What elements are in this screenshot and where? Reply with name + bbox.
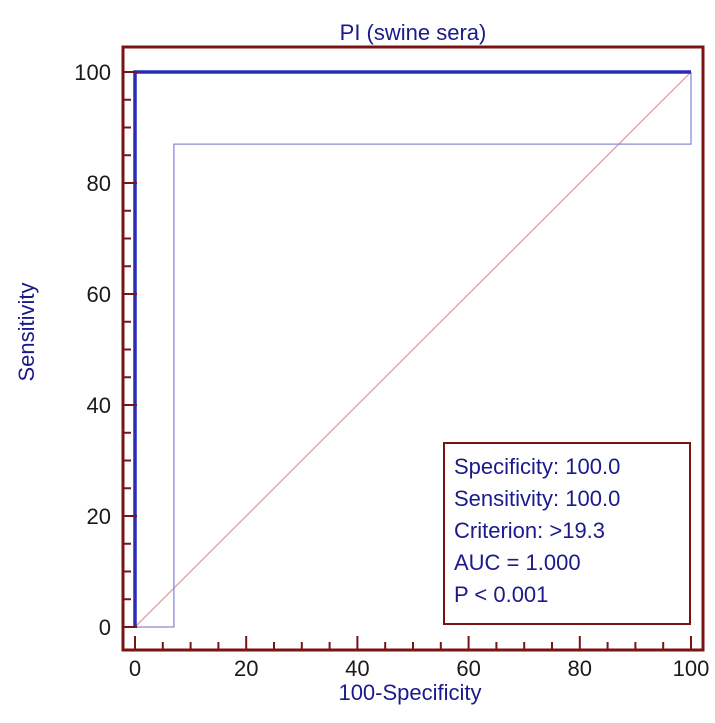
y-tick-label: 100 <box>74 60 111 85</box>
chart-title: PI (swine sera) <box>340 20 487 45</box>
y-tick-label: 0 <box>99 615 111 640</box>
stats-p-value: P < 0.001 <box>454 582 548 607</box>
ticks-layer: 0 20 40 60 80 100 0 20 40 60 80 100 <box>74 60 709 681</box>
stats-auc: AUC = 1.000 <box>454 550 581 575</box>
stats-box-border <box>443 442 691 625</box>
y-tick-label: 40 <box>87 393 111 418</box>
stats-sensitivity: Sensitivity: 100.0 <box>454 486 620 511</box>
x-tick-label: 20 <box>234 656 258 681</box>
y-tick-label: 60 <box>87 282 111 307</box>
roc-curve-step <box>135 72 692 628</box>
x-tick-label: 40 <box>345 656 369 681</box>
y-tick-label: 80 <box>87 171 111 196</box>
stats-criterion: Criterion: >19.3 <box>454 518 605 543</box>
x-tick-label: 0 <box>129 656 141 681</box>
stats-box: Specificity: 100.0 Sensitivity: 100.0 Cr… <box>443 442 691 625</box>
y-tick-label: 20 <box>87 504 111 529</box>
stats-specificity: Specificity: 100.0 <box>454 454 620 479</box>
y-axis-label: Sensitivity <box>14 282 39 381</box>
x-tick-label: 80 <box>568 656 592 681</box>
x-tick-label: 60 <box>456 656 480 681</box>
x-axis-label: 100-Specificity <box>338 680 481 705</box>
reference-diagonal <box>134 71 692 628</box>
x-tick-label: 100 <box>673 656 710 681</box>
